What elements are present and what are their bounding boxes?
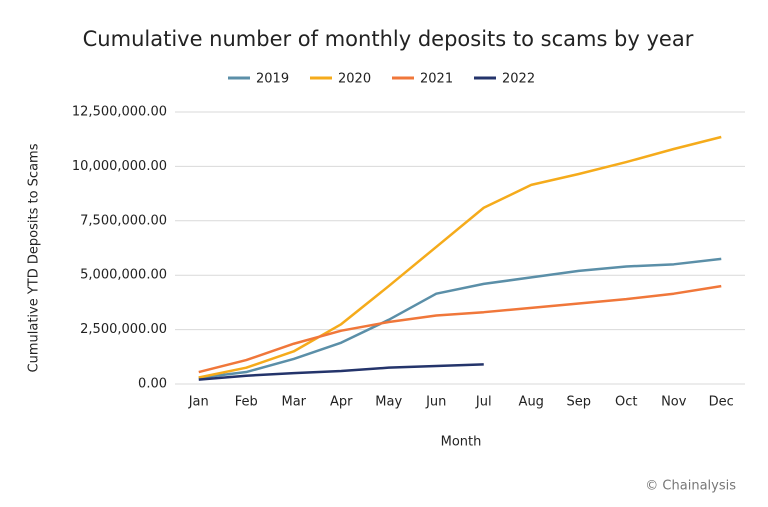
- x-tick-label: Aug: [519, 395, 544, 410]
- series-line: [198, 257, 722, 380]
- x-tick-label: Jan: [188, 395, 209, 410]
- series-line: [198, 284, 722, 374]
- y-tick-label: 5,000,000.00: [80, 268, 167, 283]
- y-tick-label: 10,000,000.00: [72, 159, 167, 174]
- legend-label: 2020: [338, 72, 371, 87]
- y-tick-label: 2,500,000.00: [80, 322, 167, 337]
- legend-label: 2022: [502, 72, 535, 87]
- x-tick-label: Oct: [615, 395, 637, 410]
- x-tick-label: Nov: [661, 395, 687, 410]
- x-tick-label: Jun: [425, 395, 446, 410]
- x-tick-label: Apr: [330, 395, 353, 410]
- x-tick-label: Feb: [235, 395, 258, 410]
- source-note: © Chainalysis: [645, 479, 736, 494]
- series-line: [198, 363, 484, 381]
- legend-label: 2021: [420, 72, 453, 87]
- series-line: [198, 135, 722, 379]
- y-tick-label: 7,500,000.00: [80, 213, 167, 228]
- y-tick-label: 12,500,000.00: [72, 105, 167, 120]
- x-tick-label: May: [375, 395, 402, 410]
- x-tick-label: Mar: [281, 395, 306, 410]
- x-tick-label: Sep: [566, 395, 591, 410]
- x-tick-label: Dec: [709, 395, 734, 410]
- x-axis-label: Month: [441, 435, 482, 450]
- y-tick-label: 0.00: [138, 377, 167, 392]
- legend-label: 2019: [256, 72, 289, 87]
- x-tick-label: Jul: [475, 395, 492, 410]
- chart-title: Cumulative number of monthly deposits to…: [83, 27, 694, 51]
- y-axis-label: Cumulative YTD Deposits to Scams: [27, 143, 42, 372]
